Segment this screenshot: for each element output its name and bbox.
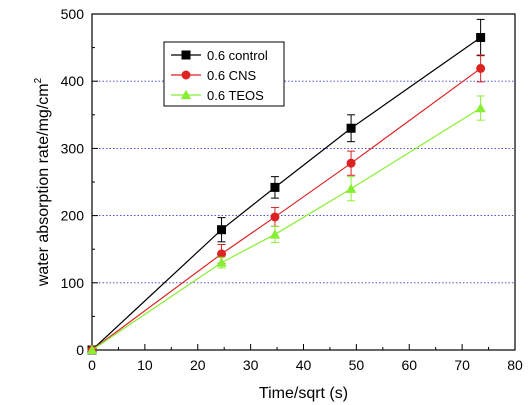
x-tick-label: 50 <box>349 357 365 373</box>
grid-lines <box>92 13 515 284</box>
x-tick-label: 30 <box>243 357 259 373</box>
data-point <box>270 182 280 192</box>
legend: 0.6 control 0.6 CNS 0.6 TEOS <box>163 41 285 107</box>
y-tick-label: 300 <box>61 140 85 156</box>
y-axis-title-main: water absorption rate/mg/cm <box>35 83 52 287</box>
y-tick-label: 100 <box>61 275 85 291</box>
legend-label: 0.6 control <box>207 48 268 63</box>
x-tick-label: 20 <box>190 357 206 373</box>
data-point <box>270 212 280 222</box>
x-tick-label: 70 <box>454 357 470 373</box>
series-2 <box>87 54 486 355</box>
data-point <box>476 63 486 73</box>
legend-label: 0.6 TEOS <box>207 88 264 103</box>
series-line <box>91 37 481 351</box>
data-point <box>345 183 357 193</box>
series-layer <box>86 18 486 355</box>
legend-label: 0.6 CNS <box>207 68 256 83</box>
x-axis-title: Time/sqrt (s) <box>259 385 348 402</box>
series-1 <box>87 18 486 355</box>
x-tick-label: 60 <box>401 357 417 373</box>
x-tick-label: 10 <box>137 357 153 373</box>
y-tick-label: 400 <box>61 73 85 89</box>
series-3 <box>86 95 486 355</box>
series-line <box>91 107 481 351</box>
x-tick-label: 80 <box>507 357 523 373</box>
data-point <box>346 158 356 168</box>
y-tick-label: 200 <box>61 208 85 224</box>
data-point <box>475 102 486 113</box>
y-tick-label: 500 <box>61 6 85 22</box>
x-tick-label: 40 <box>296 357 312 373</box>
data-point <box>476 33 486 43</box>
x-axis: 0 10 20 30 40 50 60 70 80 <box>88 344 523 373</box>
data-point <box>269 229 281 239</box>
y-axis: 0 100 200 300 400 500 <box>61 6 98 358</box>
data-point <box>217 249 227 259</box>
data-point <box>216 257 227 267</box>
legend-marker <box>181 70 191 80</box>
y-axis-title-superscript: 2 <box>33 77 44 83</box>
legend-marker <box>181 50 191 60</box>
y-axis-title: water absorption rate/mg/cm2 <box>33 77 52 287</box>
plot-area-frame <box>91 13 516 351</box>
legend-marker <box>180 89 192 100</box>
series-line <box>91 67 481 351</box>
data-point <box>217 225 227 235</box>
x-tick-label: 0 <box>88 357 96 373</box>
data-point <box>346 123 356 133</box>
y-tick-label: 0 <box>76 342 84 358</box>
data-point <box>86 344 98 355</box>
